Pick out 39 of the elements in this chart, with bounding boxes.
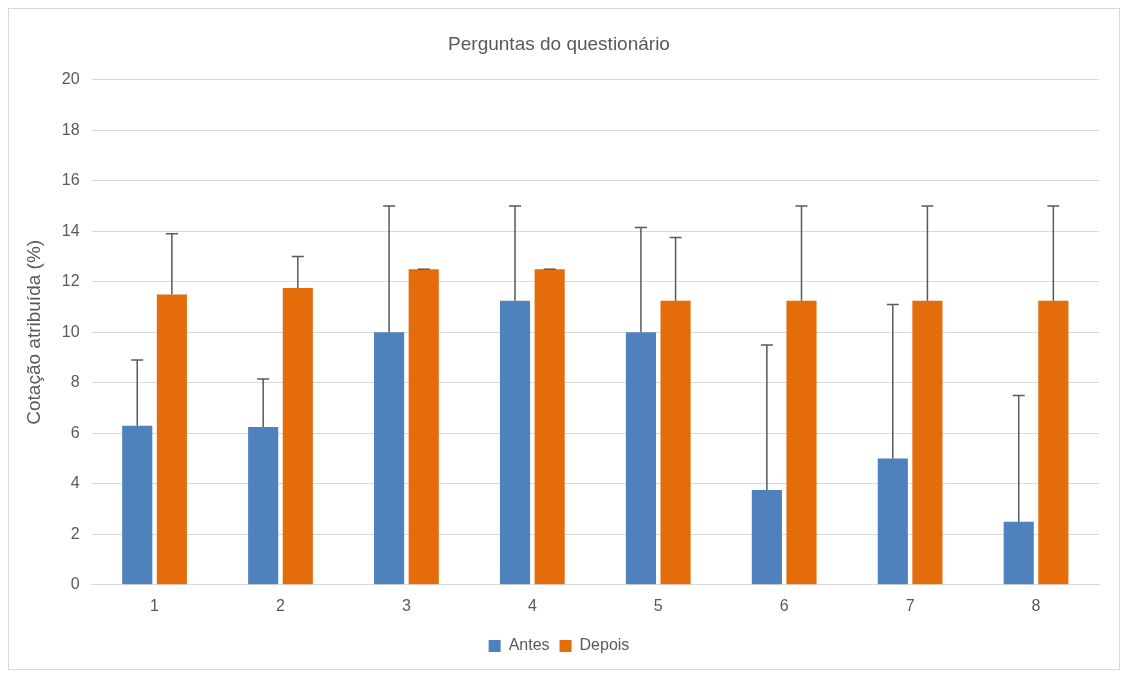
y-tick-label: 6 [70,423,80,441]
y-tick-label: 16 [61,171,80,189]
x-tick-label: 8 [1031,596,1041,614]
y-tick-label: 4 [70,474,80,492]
bar [1003,521,1034,585]
y-tick-label: 8 [70,373,80,391]
x-tick-label: 7 [905,596,915,614]
bar [625,332,657,585]
bar [912,300,943,585]
bar [534,269,565,585]
bar [877,458,908,585]
chart-title: Perguntas do questionário [448,32,670,54]
bar [248,426,279,585]
bar [499,300,531,585]
y-tick-label: 14 [61,221,80,239]
bar [156,294,187,585]
bar [1038,300,1069,585]
y-axis-title: Cotação atribuída (%) [22,239,44,425]
bar [660,300,691,585]
bar [374,332,405,585]
y-tick-label: 0 [70,575,80,593]
legend-label: Antes [508,636,550,654]
y-tick-label: 12 [61,272,80,290]
y-tick-label: 2 [70,524,80,542]
bar [786,300,817,585]
bar [408,269,439,585]
x-tick-label: 1 [150,596,160,614]
bar [282,288,313,585]
x-tick-label: 5 [653,596,663,614]
bar [751,490,782,585]
x-tick-label: 4 [527,596,537,614]
y-tick-label: 20 [61,70,80,88]
bar [122,425,153,585]
y-tick-label: 18 [61,120,80,138]
x-tick-label: 6 [779,596,789,614]
x-tick-label: 2 [276,596,286,614]
legend-label: Depois [579,636,630,654]
x-tick-label: 3 [401,596,411,614]
y-tick-label: 10 [61,322,80,340]
